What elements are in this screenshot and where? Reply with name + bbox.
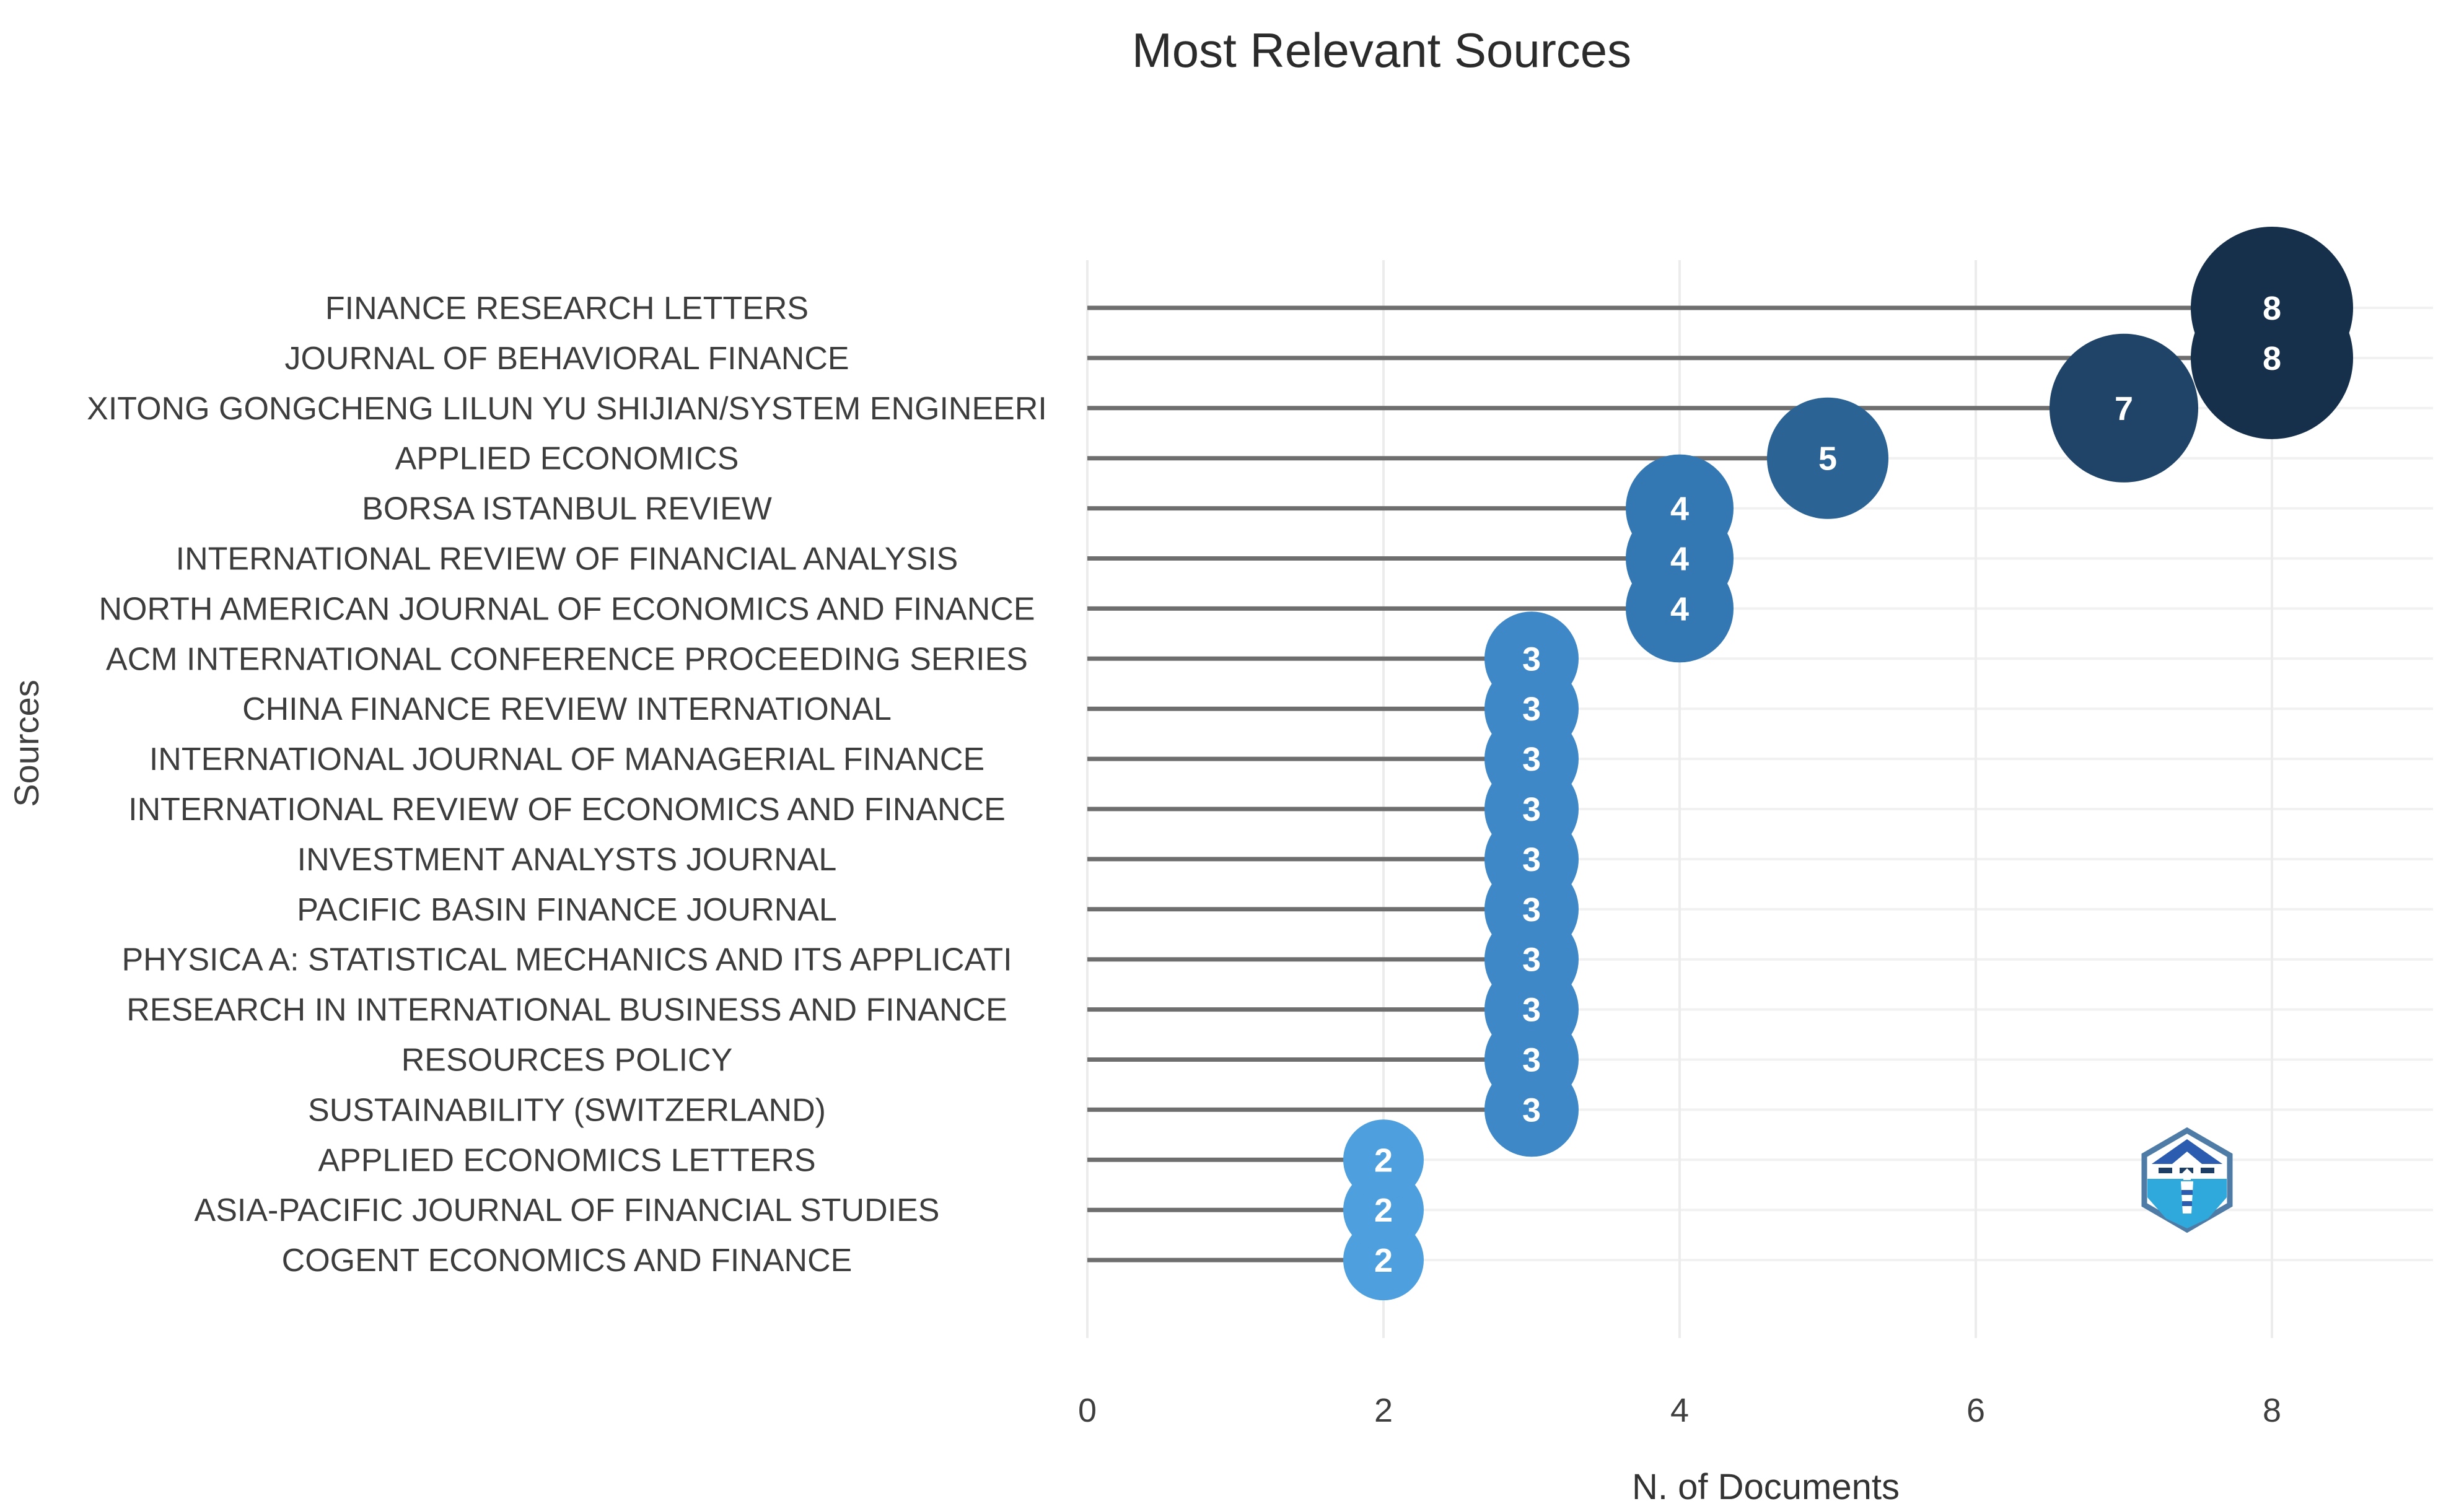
x-axis-tick-labels: 0 2 4 6 8 [1078, 1392, 2281, 1429]
bubble-value: 3 [1522, 641, 1541, 678]
source-label: SUSTAINABILITY (SWITZERLAND) [308, 1092, 826, 1128]
bubble-value: 2 [1374, 1242, 1393, 1279]
bubble[interactable] [2191, 227, 2353, 389]
x-tick-label: 4 [1670, 1392, 1689, 1429]
logo-band-mark [2159, 1168, 2172, 1173]
bubble-value: 8 [2263, 340, 2281, 377]
bubble-value: 3 [1522, 1042, 1541, 1079]
source-label: APPLIED ECONOMICS [395, 441, 739, 477]
source-label: PHYSICA A: STATISTICAL MECHANICS AND ITS… [121, 942, 1012, 978]
bubble-value: 4 [1670, 491, 1689, 528]
bubble-value: 2 [1374, 1142, 1393, 1179]
x-tick-label: 6 [1966, 1392, 1985, 1429]
source-label: NORTH AMERICAN JOURNAL OF ECONOMICS AND … [99, 591, 1035, 627]
source-label: BORSA ISTANBUL REVIEW [362, 491, 772, 527]
logo-lighthouse-top [2181, 1168, 2193, 1174]
x-tick-label: 8 [2263, 1392, 2281, 1429]
bubble-value: 2 [1374, 1192, 1393, 1229]
bubble-value: 3 [1522, 691, 1541, 728]
source-label: INTERNATIONAL JOURNAL OF MANAGERIAL FINA… [149, 741, 984, 777]
logo-lighthouse-lantern [2183, 1174, 2191, 1180]
source-category-labels: FINANCE RESEARCH LETTERS JOURNAL OF BEHAV… [87, 291, 1047, 1279]
source-label: XITONG GONGCHENG LILUN YU SHIJIAN/SYSTEM… [87, 391, 1047, 427]
bubble-value: 7 [2115, 390, 2133, 427]
bubble-value-labels: 8 8 7 5 4 4 4 3 3 3 3 3 3 3 3 3 3 2 2 2 [1374, 290, 2281, 1279]
bubble-value: 4 [1670, 590, 1689, 628]
x-axis-title: N. of Documents [1632, 1467, 1900, 1507]
source-label: INTERNATIONAL REVIEW OF FINANCIAL ANALYS… [176, 541, 958, 577]
source-label: FINANCE RESEARCH LETTERS [325, 291, 809, 326]
bubble-value: 3 [1522, 891, 1541, 929]
source-label: INVESTMENT ANALYSTS JOURNAL [297, 842, 837, 878]
source-label: JOURNAL OF BEHAVIORAL FINANCE [284, 341, 849, 377]
source-label: ASIA-PACIFIC JOURNAL OF FINANCIAL STUDIE… [195, 1192, 940, 1228]
bubble[interactable] [2050, 333, 2198, 483]
bubble-value: 4 [1670, 541, 1689, 578]
source-label: CHINA FINANCE REVIEW INTERNATIONAL [242, 691, 892, 727]
source-label: APPLIED ECONOMICS LETTERS [318, 1142, 815, 1178]
source-label: PACIFIC BASIN FINANCE JOURNAL [297, 892, 837, 928]
y-axis-title: Sources [7, 680, 46, 807]
source-label: ACM INTERNATIONAL CONFERENCE PROCEEDING … [106, 641, 1028, 677]
x-tick-label: 0 [1078, 1392, 1097, 1429]
bubble-value: 3 [1522, 942, 1541, 979]
bubble-value: 3 [1522, 1091, 1541, 1129]
bubble-value: 3 [1522, 741, 1541, 778]
source-label: RESEARCH IN INTERNATIONAL BUSINESS AND F… [126, 992, 1007, 1028]
bubble-markers [1343, 227, 2353, 1301]
bubble-value: 3 [1522, 992, 1541, 1029]
bubble-value: 5 [1818, 440, 1837, 478]
bubble-value: 3 [1522, 841, 1541, 878]
logo-lighthouse-stripe [2181, 1190, 2193, 1195]
logo-band-mark [2201, 1168, 2214, 1173]
lollipop-stems [1087, 305, 2272, 1262]
horizontal-gridlines [1087, 307, 2433, 1262]
bubble[interactable] [1626, 454, 1734, 562]
logo-lighthouse-tower [2181, 1181, 2193, 1214]
bubble[interactable] [1767, 397, 1888, 519]
bubble-value: 8 [2263, 290, 2281, 327]
bibliometrix-logo [2141, 1127, 2233, 1233]
bubble-value: 3 [1522, 791, 1541, 828]
source-label: COGENT ECONOMICS AND FINANCE [282, 1243, 853, 1279]
bubble[interactable] [1343, 1119, 1424, 1201]
logo-lighthouse-stripe [2182, 1201, 2192, 1206]
source-label: INTERNATIONAL REVIEW OF ECONOMICS AND FI… [128, 792, 1006, 828]
x-tick-label: 2 [1374, 1392, 1393, 1429]
bubble[interactable] [1484, 611, 1579, 706]
source-label: RESOURCES POLICY [401, 1043, 733, 1078]
chart-title: Most Relevant Sources [1132, 23, 1631, 77]
logo-roof-gable [2172, 1152, 2202, 1164]
